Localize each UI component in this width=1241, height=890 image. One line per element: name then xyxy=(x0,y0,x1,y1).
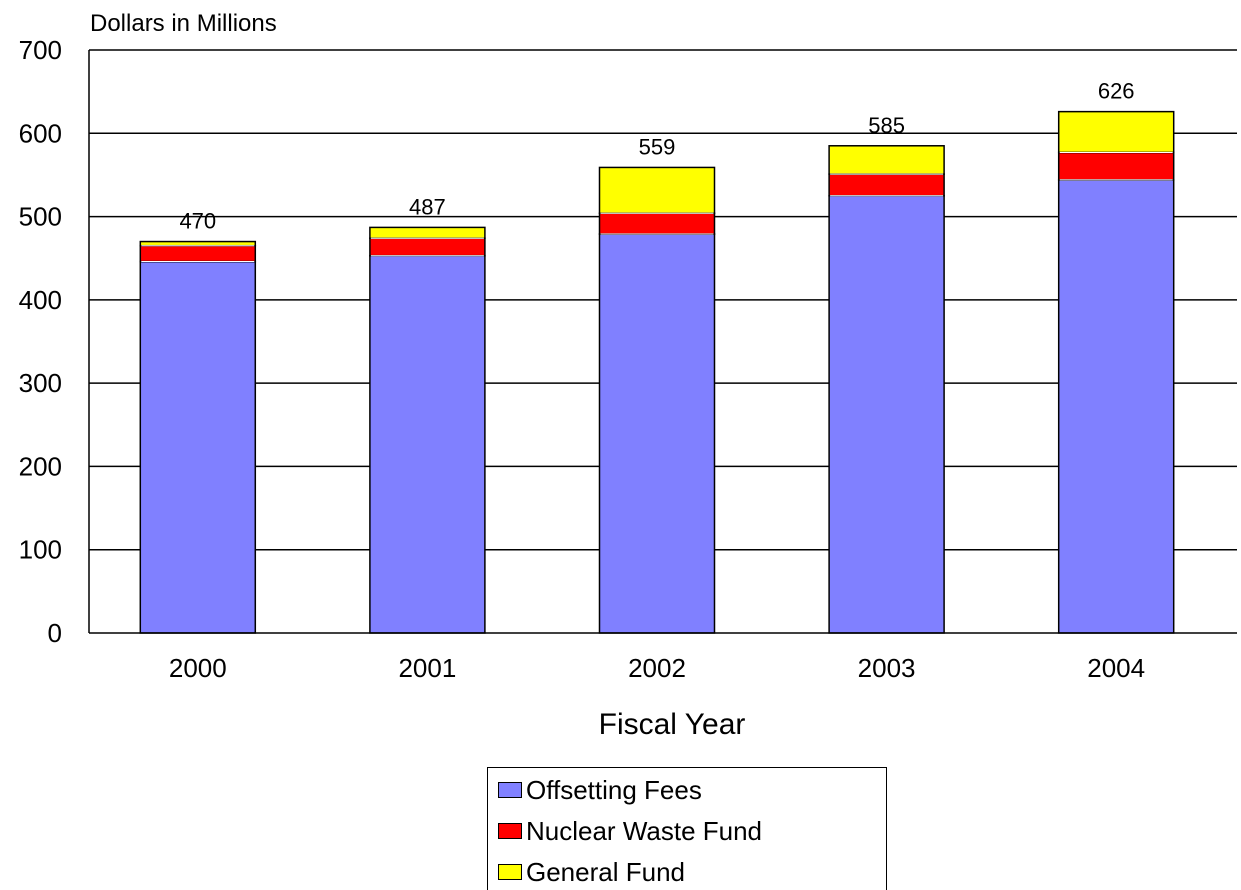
y-tick-label: 100 xyxy=(19,535,62,565)
legend-label: General Fund xyxy=(526,857,685,887)
legend-item-nuclear-waste-fund: Nuclear Waste Fund xyxy=(498,816,762,846)
bar-segment-nuclear-waste-fund xyxy=(1059,152,1174,179)
y-tick-label: 600 xyxy=(19,118,62,148)
x-tick-labels: 2000 2001 2002 2003 2004 xyxy=(169,653,1145,683)
bar-segment-general-fund xyxy=(370,227,485,238)
y-tick-label: 400 xyxy=(19,285,62,315)
legend-label: Nuclear Waste Fund xyxy=(526,816,762,846)
y-tick-label: 300 xyxy=(19,368,62,398)
y-tick-label: 700 xyxy=(19,35,62,65)
bar-segment-general-fund xyxy=(829,146,944,174)
bar-segment-offsetting-fees xyxy=(370,256,485,633)
total-label: 626 xyxy=(1098,79,1135,104)
x-tick-label: 2002 xyxy=(628,653,686,683)
x-tick-label: 2003 xyxy=(858,653,916,683)
y-tick-labels: 0 100 200 300 400 500 600 700 xyxy=(19,35,62,648)
bar-segment-offsetting-fees xyxy=(140,262,255,633)
stacked-bar-chart: Dollars in Millions 0 100 200 300 400 500 600 7… xyxy=(0,0,1241,767)
y-tick-label: 0 xyxy=(48,618,62,648)
legend-label: Offsetting Fees xyxy=(526,775,702,805)
bar-segment-nuclear-waste-fund xyxy=(829,174,944,196)
x-tick-label: 2004 xyxy=(1087,653,1145,683)
bar-segment-nuclear-waste-fund xyxy=(370,238,485,255)
y-tick-label: 200 xyxy=(19,451,62,481)
x-axis-title: Fiscal Year xyxy=(599,708,746,741)
bar-segment-nuclear-waste-fund xyxy=(140,246,255,262)
bar-segment-general-fund xyxy=(1059,112,1174,153)
y-axis-title: Dollars in Millions xyxy=(90,10,277,37)
legend: Offsetting Fees Nuclear Waste Fund Gener… xyxy=(487,767,887,890)
legend-item-general-fund: General Fund xyxy=(498,857,685,887)
x-tick-label: 2001 xyxy=(398,653,456,683)
total-label: 585 xyxy=(868,113,905,138)
total-label: 559 xyxy=(639,134,676,159)
y-tick-label: 500 xyxy=(19,202,62,232)
total-label: 487 xyxy=(409,194,446,219)
bar-segment-general-fund xyxy=(600,167,715,213)
legend-swatch-general-fund xyxy=(498,864,522,880)
legend-swatch-offsetting-fees xyxy=(498,782,522,798)
bar-segment-nuclear-waste-fund xyxy=(600,213,715,234)
bar-layer xyxy=(140,112,1173,633)
bar-segment-offsetting-fees xyxy=(1059,180,1174,633)
legend-item-offsetting-fees: Offsetting Fees xyxy=(498,775,702,805)
x-tick-label: 2000 xyxy=(169,653,227,683)
total-label: 470 xyxy=(179,209,216,234)
legend-swatch-nuclear-waste-fund xyxy=(498,823,522,839)
bar-segment-general-fund xyxy=(140,242,255,246)
bar-segment-offsetting-fees xyxy=(600,234,715,633)
bar-segment-offsetting-fees xyxy=(829,196,944,633)
